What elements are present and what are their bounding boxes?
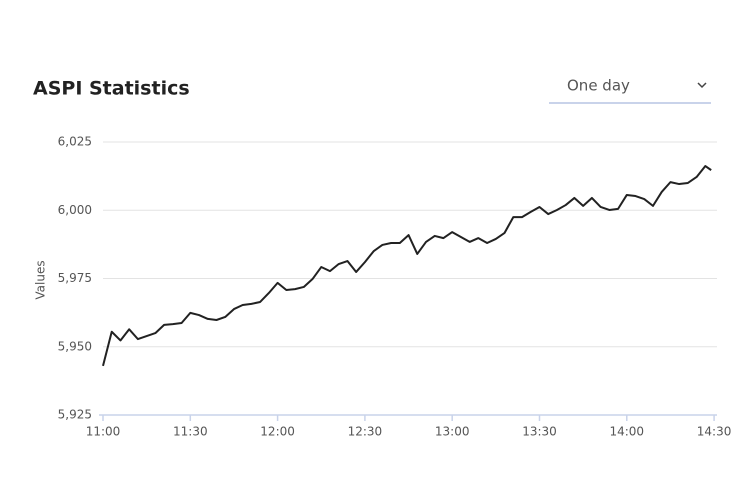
y-tick-label: 6,025 xyxy=(58,135,92,149)
dropdown-value[interactable]: One day xyxy=(567,77,630,95)
x-tick-label: 13:00 xyxy=(435,425,470,439)
x-tick-label: 11:30 xyxy=(173,425,208,439)
y-tick-label: 5,925 xyxy=(58,408,92,422)
y-axis-label: Values xyxy=(34,260,48,299)
x-tick-label: 12:00 xyxy=(260,425,295,439)
x-tick-label: 14:30 xyxy=(697,425,732,439)
x-tick-label: 13:30 xyxy=(522,425,557,439)
y-tick-label: 5,950 xyxy=(58,339,92,353)
y-tick-label: 5,975 xyxy=(58,271,92,285)
dropdown-chevron[interactable] xyxy=(697,82,707,89)
x-tick-label: 12:30 xyxy=(348,425,383,439)
price-line xyxy=(102,165,712,367)
chart-title: ASPI Statistics xyxy=(33,78,190,100)
period-dropdown[interactable]: One day xyxy=(549,77,711,104)
x-tick-label: 14:00 xyxy=(609,425,644,439)
y-tick-label: 6,000 xyxy=(58,203,92,217)
x-tick-label: 11:00 xyxy=(86,425,121,439)
